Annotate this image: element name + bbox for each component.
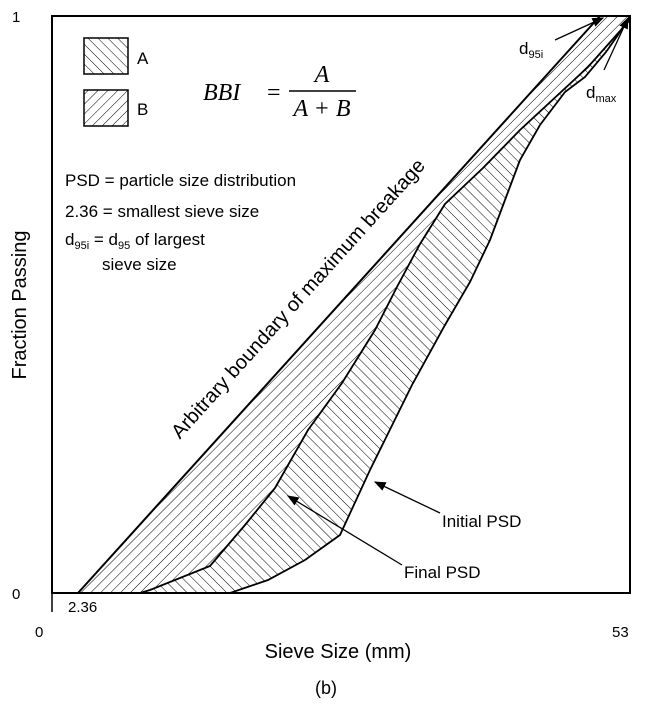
final-psd-label: Final PSD [404, 563, 481, 582]
callout-final-psd: Final PSD [286, 495, 481, 582]
x-tick-min: 0 [35, 624, 43, 641]
d95i-arrow [554, 17, 605, 41]
formula-equals: = [267, 80, 281, 106]
legend-swatch-a [83, 37, 129, 75]
initial-psd-curve [229, 15, 631, 594]
y-tick-max: 1 [12, 9, 20, 26]
y-tick-min: 0 [12, 586, 20, 603]
boundary-line [77, 15, 601, 594]
x-tick-max: 53 [612, 624, 629, 641]
note-d95i-tail: of largest [130, 230, 205, 249]
note-d95i: d95i = d95 of largest [65, 230, 205, 252]
bbi-formula: BBI = A A + B [203, 62, 356, 122]
legend-swatch-b [83, 89, 129, 127]
legend: A B [83, 37, 149, 127]
d95i-label-main: d [519, 39, 528, 58]
final-psd-curve [139, 15, 631, 594]
callout-initial-psd: Initial PSD [373, 481, 521, 531]
note-sieve-size: sieve size [102, 255, 177, 274]
notes: PSD = particle size distribution 2.36 = … [65, 171, 296, 274]
figure-caption: (b) [315, 678, 337, 698]
note-d95i-lead-sub: 95i [74, 240, 89, 252]
dmax-label-sub: max [595, 93, 616, 105]
formula-lhs: BBI [203, 80, 241, 106]
callout-d95i: d95i [519, 17, 605, 61]
d95i-label: d95i [519, 39, 543, 61]
x-axis-label: Sieve Size (mm) [265, 641, 412, 663]
initial-psd-arrow [373, 481, 441, 514]
note-smallest-sieve: 2.36 = smallest sieve size [65, 202, 259, 221]
formula-denominator: A + B [291, 96, 350, 122]
callout-dmax: dmax [586, 16, 629, 105]
dmax-label-main: d [586, 83, 595, 102]
legend-label-b: B [137, 100, 148, 119]
final-psd-arrow [286, 495, 403, 566]
plot-frame [51, 15, 631, 594]
x-tick-smallest-sieve: 2.36 [68, 599, 97, 616]
dmax-label: dmax [586, 83, 617, 105]
note-psd: PSD = particle size distribution [65, 171, 296, 190]
legend-label-a: A [137, 49, 149, 68]
y-axis-label: Fraction Passing [9, 231, 31, 380]
note-d95i-mid-sub: 95 [118, 240, 130, 252]
formula-numerator: A [313, 62, 330, 88]
initial-psd-label: Initial PSD [442, 512, 521, 531]
region-b [78, 16, 630, 593]
region-a [140, 16, 630, 593]
note-d95i-mid: = d [89, 230, 118, 249]
d95i-label-sub: 95i [528, 49, 543, 61]
dmax-arrow [603, 16, 629, 71]
note-d95i-lead: d [65, 230, 74, 249]
